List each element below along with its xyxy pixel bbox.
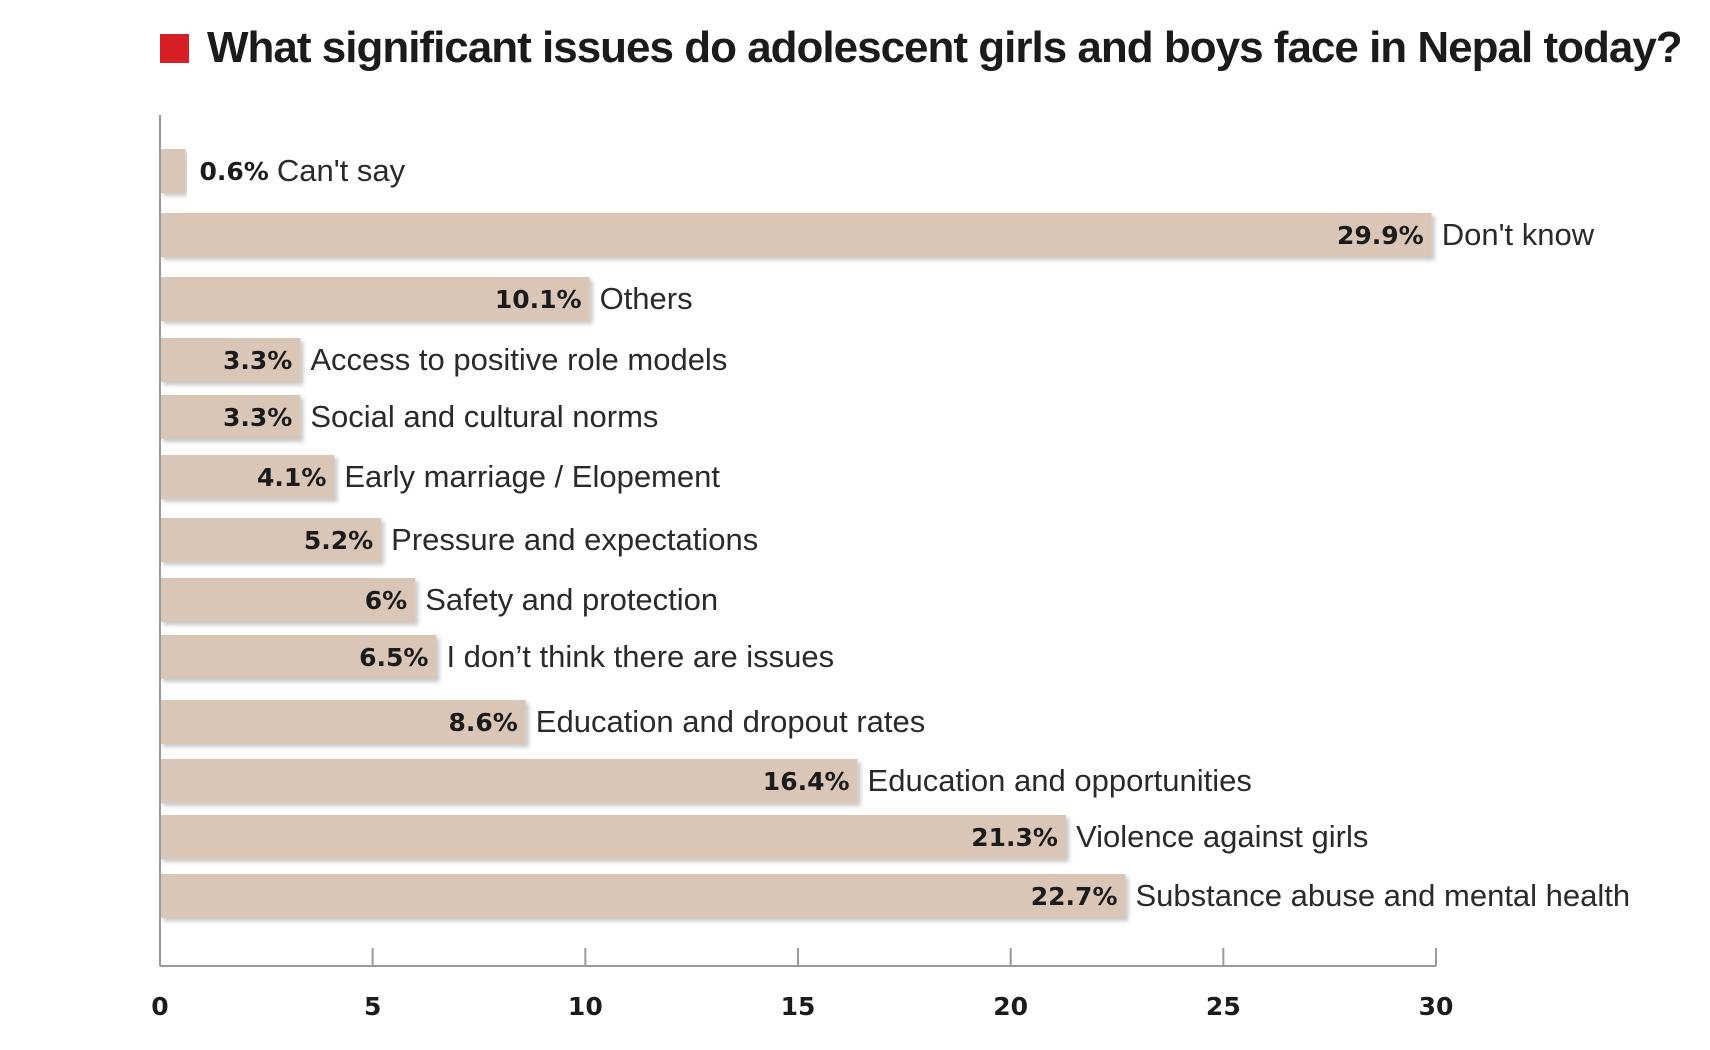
bar [160, 815, 1066, 859]
bar-group: 6.5% I don’t think there are issues [160, 635, 834, 679]
bar-category-label: Access to positive role models [310, 342, 727, 377]
bar-value-label: 29.9% [1337, 221, 1424, 250]
title-marker [160, 34, 189, 63]
x-tick-label: 0 [151, 992, 168, 1021]
bar-value-label: 6.5% [359, 643, 428, 672]
bar-category-label: I don’t think there are issues [446, 639, 834, 674]
bar-value-label: 8.6% [448, 708, 517, 737]
bar-category-label: Pressure and expectations [391, 522, 758, 557]
bar [160, 338, 301, 382]
chart-header: What significant issues do adolescent gi… [160, 23, 1683, 72]
bar-group: 8.6% Education and dropout rates [160, 700, 925, 744]
bar-category-label: Early marriage / Elopement [344, 459, 720, 494]
bar-group: 21.3% Violence against girls [160, 815, 1368, 859]
x-tick-label: 5 [364, 992, 381, 1021]
bar [160, 395, 301, 439]
x-tick-label: 20 [993, 992, 1028, 1021]
bar-value-label: 5.2% [304, 526, 373, 555]
bar [160, 700, 526, 744]
bar-category-label: Others [600, 281, 693, 316]
bar-category-label: Can't say [277, 153, 406, 188]
bar-category-label: Social and cultural norms [310, 399, 658, 434]
bar-group: 16.4% Education and opportunities [160, 759, 1252, 803]
bar-value-label: 3.3% [223, 403, 292, 432]
bars-layer: 0.6% Can't say 29.9% Don't know 10.1% Others 3… [160, 149, 1630, 918]
bar-category-label: Education and opportunities [868, 763, 1252, 798]
bar-group: 0.6% Can't say [160, 149, 406, 193]
bar [160, 635, 437, 679]
bar-category-label: Safety and protection [425, 582, 718, 617]
bar-group: 22.7% Substance abuse and mental health [160, 874, 1630, 918]
x-tick-label: 25 [1206, 992, 1241, 1021]
bar-value-label: 6% [365, 586, 407, 615]
bar [160, 874, 1126, 918]
x-axis: 0 5 10 15 20 25 30 [151, 115, 1453, 1021]
bar-group: 5.2% Pressure and expectations [160, 518, 758, 562]
bar-group: 3.3% Access to positive role models [160, 338, 727, 382]
bar [160, 149, 186, 193]
bar-category-label: Don't know [1442, 217, 1595, 252]
bar-value-label: 4.1% [257, 463, 326, 492]
x-tick-label: 10 [568, 992, 603, 1021]
bar-value-label: 16.4% [763, 767, 850, 796]
bar-category-label: Substance abuse and mental health [1136, 878, 1631, 913]
bar-group: 10.1% Others [160, 277, 693, 321]
bar-value-label: 10.1% [495, 285, 582, 314]
bar-group: 3.3% Social and cultural norms [160, 395, 658, 439]
bar-group: 6% Safety and protection [160, 578, 718, 622]
bar [160, 455, 335, 499]
bar-group: 4.1% Early marriage / Elopement [160, 455, 720, 499]
bar-category-label: Violence against girls [1076, 819, 1368, 854]
x-tick-label: 30 [1419, 992, 1454, 1021]
bar-value-label: 0.6% [200, 157, 269, 186]
bar [160, 759, 858, 803]
bar-value-label: 3.3% [223, 346, 292, 375]
bar [160, 277, 590, 321]
bar-value-label: 21.3% [971, 823, 1058, 852]
bar-value-label: 22.7% [1031, 882, 1118, 911]
bar-group: 29.9% Don't know [160, 213, 1595, 257]
bar-category-label: Education and dropout rates [536, 704, 926, 739]
bar [160, 213, 1432, 257]
bar [160, 578, 416, 622]
bar [160, 518, 382, 562]
chart-title: What significant issues do adolescent gi… [207, 23, 1682, 72]
x-tick-label: 15 [781, 992, 816, 1021]
